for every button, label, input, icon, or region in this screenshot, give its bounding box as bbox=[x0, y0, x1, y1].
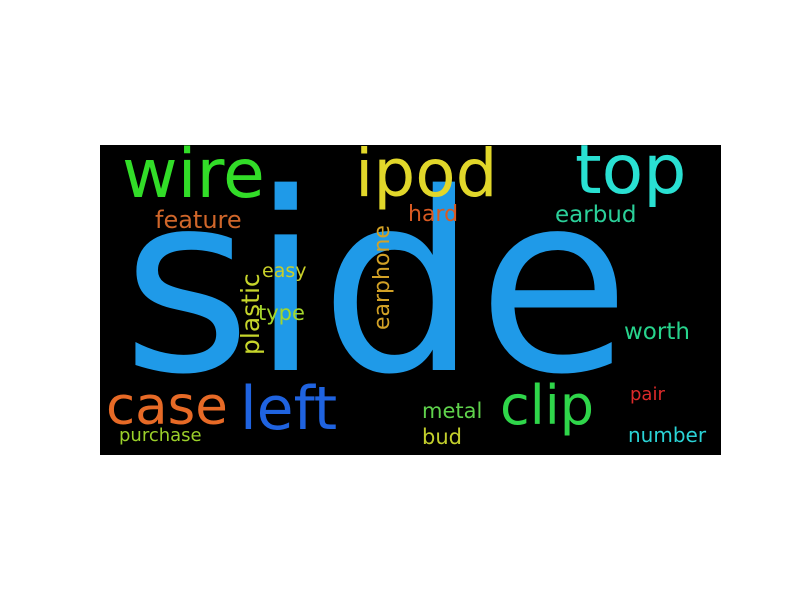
word-earbud: earbud bbox=[555, 202, 637, 228]
word-left: left bbox=[240, 374, 338, 444]
word-metal: metal bbox=[422, 399, 483, 423]
word-side: side bbox=[122, 145, 631, 429]
word-cloud: side wire ipod top feature hard earbud e… bbox=[100, 145, 721, 455]
word-type: type bbox=[258, 301, 305, 325]
word-earphone: earphone bbox=[370, 225, 395, 330]
word-case: case bbox=[106, 376, 228, 437]
word-bud: bud bbox=[422, 425, 462, 449]
word-number: number bbox=[628, 423, 707, 447]
word-wire: wire bbox=[122, 145, 265, 214]
word-pair: pair bbox=[630, 384, 665, 405]
word-easy: easy bbox=[262, 260, 307, 282]
word-ipod: ipod bbox=[355, 145, 498, 212]
word-purchase: purchase bbox=[119, 425, 202, 446]
word-feature: feature bbox=[155, 206, 242, 234]
word-top: top bbox=[575, 145, 687, 210]
word-hard: hard bbox=[408, 202, 459, 227]
word-clip: clip bbox=[500, 374, 594, 437]
word-worth: worth bbox=[624, 319, 690, 345]
